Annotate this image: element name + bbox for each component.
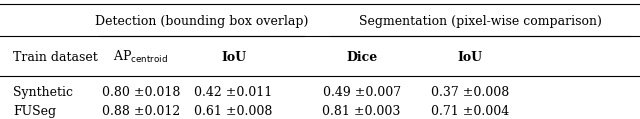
Text: IoU: IoU (221, 51, 246, 64)
Text: Train dataset: Train dataset (13, 51, 97, 64)
Text: IoU: IoU (458, 51, 483, 64)
Text: 0.61 ±0.008: 0.61 ±0.008 (195, 105, 273, 118)
Text: Dice: Dice (346, 51, 377, 64)
Text: Detection (bounding box overlap): Detection (bounding box overlap) (95, 15, 308, 28)
Text: 0.81 ±0.003: 0.81 ±0.003 (323, 105, 401, 118)
Text: 0.42 ±0.011: 0.42 ±0.011 (195, 86, 273, 99)
Text: 0.49 ±0.007: 0.49 ±0.007 (323, 86, 401, 99)
Text: 0.88 ±0.012: 0.88 ±0.012 (102, 105, 180, 118)
Text: Synthetic: Synthetic (13, 86, 73, 99)
Text: AP$_{\rm centroid}$: AP$_{\rm centroid}$ (113, 49, 168, 65)
Text: 0.37 ±0.008: 0.37 ±0.008 (431, 86, 509, 99)
Text: FUSeg: FUSeg (13, 105, 56, 118)
Text: 0.71 ±0.004: 0.71 ±0.004 (431, 105, 509, 118)
Text: 0.80 ±0.018: 0.80 ±0.018 (102, 86, 180, 99)
Text: Segmentation (pixel-wise comparison): Segmentation (pixel-wise comparison) (358, 15, 602, 28)
